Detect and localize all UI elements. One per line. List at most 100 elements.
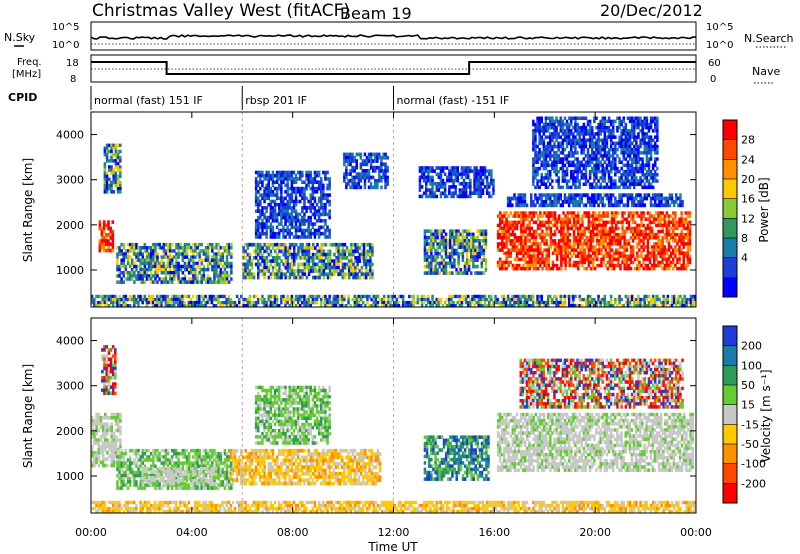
range-cell bbox=[215, 261, 218, 266]
range-cell bbox=[593, 141, 596, 146]
range-cell bbox=[476, 264, 479, 269]
range-cell bbox=[612, 122, 615, 127]
range-cell bbox=[553, 245, 557, 249]
range-cell bbox=[686, 242, 690, 246]
range-cell bbox=[542, 163, 546, 168]
range-cell bbox=[448, 185, 451, 189]
range-cell bbox=[596, 236, 599, 240]
range-cell bbox=[511, 196, 514, 201]
range-cell bbox=[202, 264, 206, 269]
range-cell bbox=[505, 245, 508, 249]
range-cell bbox=[91, 300, 94, 305]
range-cell bbox=[168, 267, 172, 272]
range-cell bbox=[609, 200, 613, 204]
range-cell bbox=[617, 232, 620, 237]
range-cell bbox=[686, 226, 690, 231]
range-cell bbox=[674, 251, 677, 255]
range-cell bbox=[677, 203, 680, 208]
range-cell bbox=[644, 245, 647, 249]
range-cell bbox=[649, 138, 653, 142]
range-cell bbox=[102, 229, 106, 234]
range-cell bbox=[474, 245, 477, 250]
range-cell bbox=[570, 138, 573, 142]
range-cell bbox=[630, 116, 634, 120]
range-cell bbox=[356, 249, 359, 254]
range-cell bbox=[528, 248, 531, 252]
range-cell bbox=[280, 222, 283, 226]
range-cell bbox=[601, 169, 604, 174]
range-cell bbox=[617, 263, 620, 268]
range-cell bbox=[566, 245, 569, 249]
range-cell bbox=[263, 212, 266, 217]
range-cell bbox=[542, 132, 546, 136]
range-cell bbox=[269, 262, 273, 267]
range-cell bbox=[175, 242, 178, 247]
range-cell bbox=[297, 272, 300, 277]
range-cell bbox=[593, 116, 596, 120]
range-cell bbox=[467, 258, 471, 262]
range-cell bbox=[135, 267, 138, 272]
range-cell bbox=[351, 178, 354, 183]
range-cell bbox=[666, 203, 670, 208]
range-cell bbox=[337, 262, 340, 267]
range-cell bbox=[482, 271, 486, 275]
range-cell bbox=[349, 155, 352, 160]
range-cell bbox=[317, 215, 321, 220]
range-cell bbox=[384, 178, 387, 183]
range-cell bbox=[591, 203, 594, 208]
range-cell bbox=[545, 242, 548, 246]
range-cell bbox=[642, 229, 645, 234]
range-cell bbox=[545, 220, 548, 225]
range-cell bbox=[532, 236, 536, 240]
range-cell bbox=[309, 259, 313, 263]
range-cell bbox=[324, 252, 328, 257]
range-cell bbox=[622, 125, 625, 130]
range-cell bbox=[511, 232, 515, 237]
range-cell bbox=[653, 266, 656, 271]
range-cell bbox=[551, 200, 554, 204]
range-cell bbox=[328, 275, 332, 280]
range-cell bbox=[317, 196, 321, 201]
range-cell bbox=[458, 194, 462, 199]
range-cell bbox=[429, 175, 432, 180]
range-cell bbox=[628, 179, 632, 183]
range-cell bbox=[475, 191, 478, 195]
range-cell bbox=[305, 265, 309, 270]
range-cell bbox=[646, 223, 650, 228]
range-cell bbox=[591, 248, 595, 252]
range-cell bbox=[154, 271, 157, 275]
range-cell bbox=[532, 239, 536, 243]
range-cell bbox=[372, 169, 375, 173]
range-cell bbox=[263, 222, 266, 226]
range-cell bbox=[244, 249, 247, 254]
range-cell bbox=[130, 294, 134, 299]
range-cell bbox=[623, 217, 626, 221]
range-cell bbox=[267, 252, 271, 257]
range-cell bbox=[639, 157, 642, 161]
range-cell bbox=[501, 214, 504, 218]
range-cell bbox=[567, 138, 571, 142]
range-cell bbox=[425, 239, 429, 243]
range-cell bbox=[242, 246, 245, 250]
range-cell bbox=[175, 252, 178, 256]
range-cell bbox=[145, 255, 149, 259]
range-cell bbox=[116, 149, 120, 154]
range-cell bbox=[499, 260, 502, 265]
range-cell bbox=[294, 173, 298, 178]
range-cell bbox=[313, 228, 317, 233]
range-cell bbox=[542, 144, 546, 149]
range-cell bbox=[164, 277, 168, 281]
range-cell bbox=[615, 236, 618, 240]
range-cell bbox=[267, 265, 271, 270]
range-cell bbox=[678, 257, 681, 262]
range-cell bbox=[676, 248, 679, 252]
range-cell bbox=[451, 229, 454, 233]
range-cell bbox=[307, 225, 310, 230]
range-cell bbox=[280, 199, 283, 204]
range-cell bbox=[450, 175, 453, 180]
range-cell bbox=[682, 266, 685, 271]
range-cell bbox=[553, 193, 556, 198]
range-cell bbox=[629, 236, 633, 240]
range-cell bbox=[299, 193, 302, 197]
range-cell bbox=[496, 260, 500, 265]
